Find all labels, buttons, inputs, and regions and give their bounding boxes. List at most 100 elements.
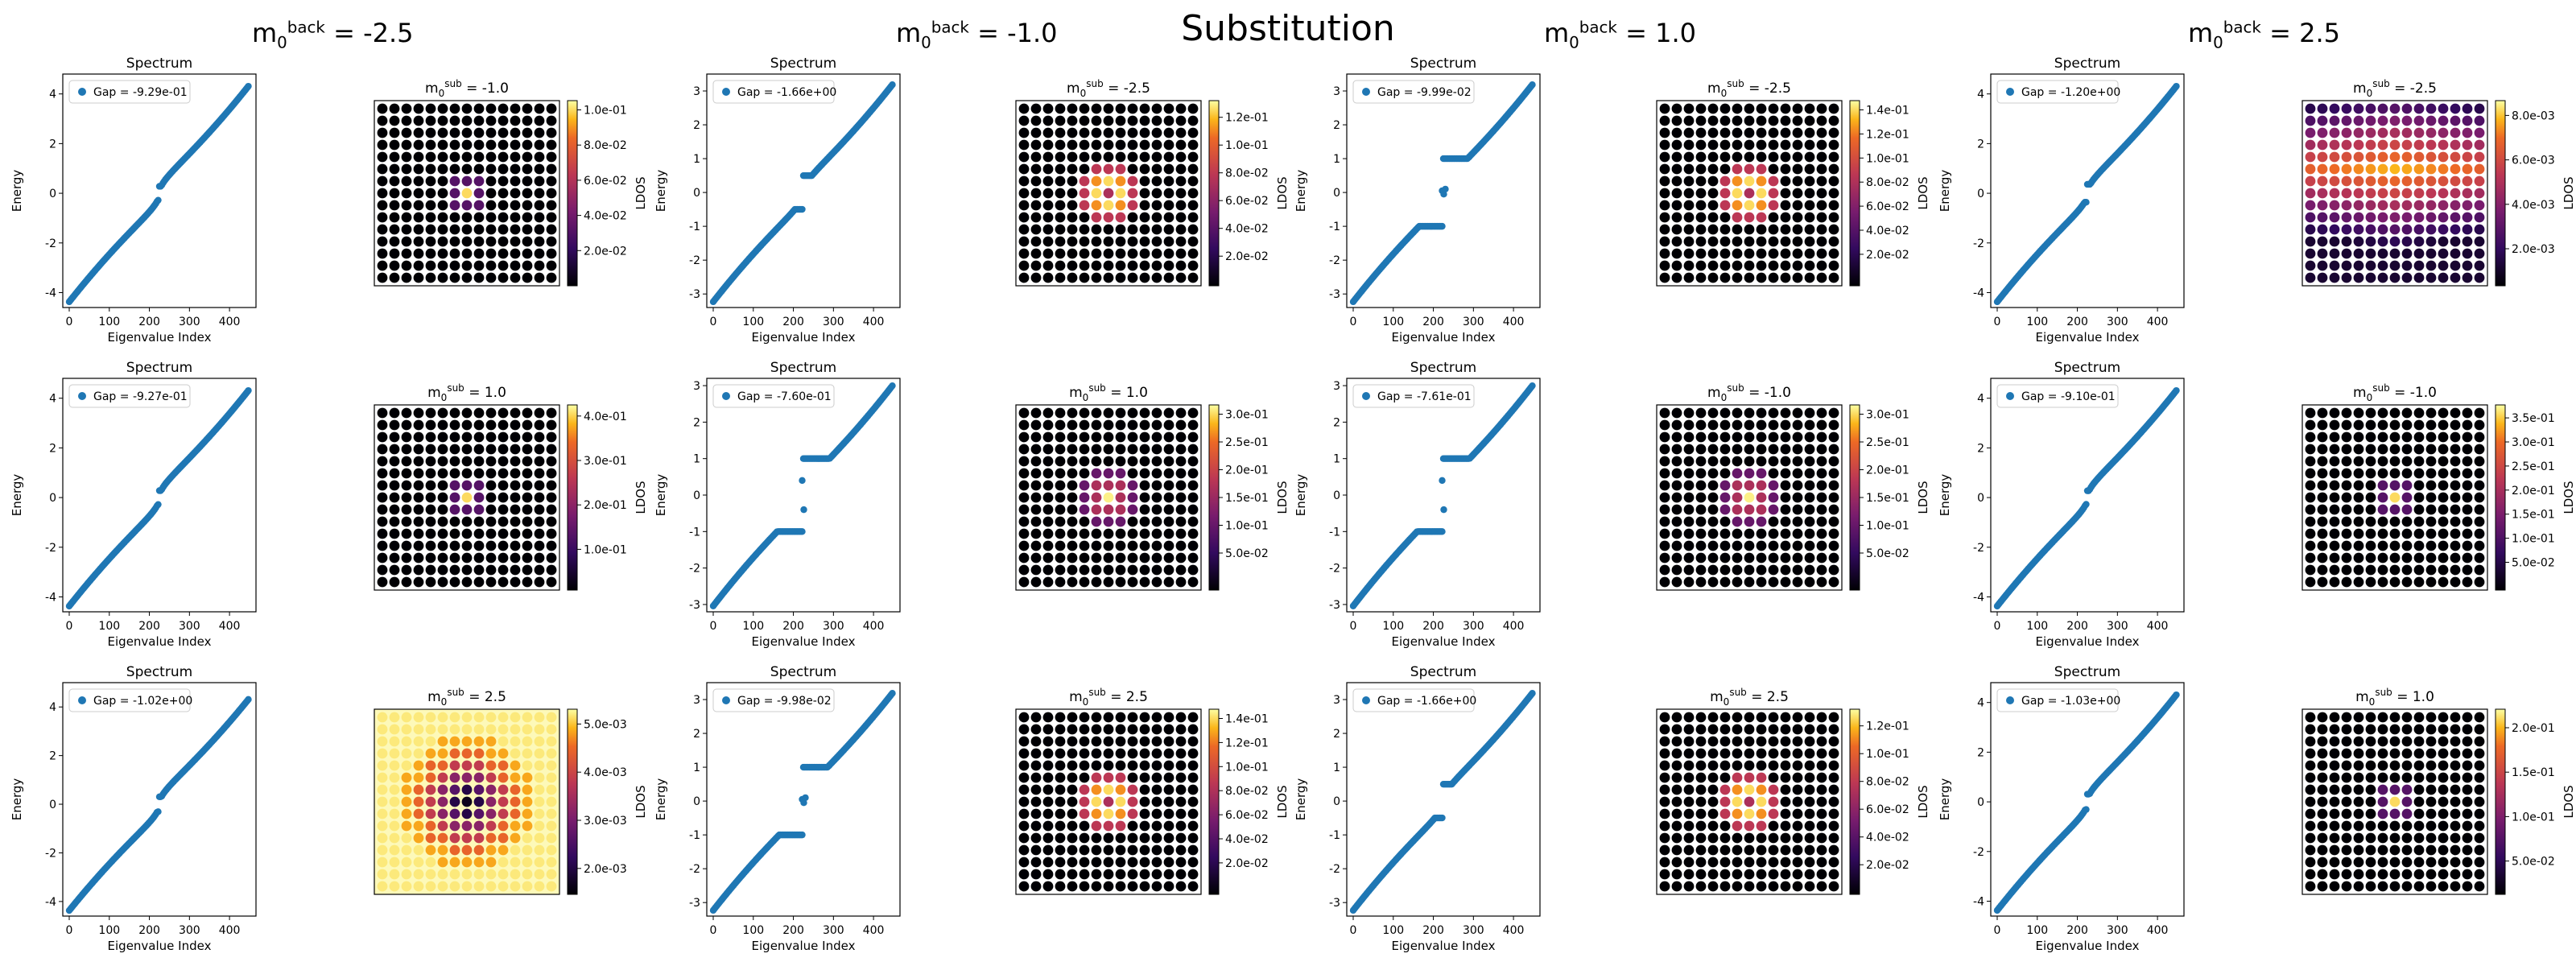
- lattice-site: [497, 736, 509, 747]
- lattice-site: [461, 480, 473, 491]
- lattice-site: [485, 103, 497, 114]
- lattice-site: [1756, 808, 1767, 819]
- lattice-site: [2425, 540, 2437, 551]
- lattice-site: [1127, 857, 1138, 868]
- lattice-site: [534, 407, 545, 419]
- colorbar-tick-label: 1.0e-01: [2512, 533, 2555, 546]
- lattice-site: [1115, 772, 1126, 783]
- lattice-site: [1079, 564, 1090, 576]
- lattice-site: [1115, 151, 1126, 163]
- x-tick-label: 400: [2147, 620, 2169, 633]
- lattice-site: [522, 188, 533, 199]
- lattice-site: [485, 748, 497, 759]
- lattice-site: [377, 200, 388, 211]
- lattice-site: [1780, 712, 1791, 723]
- lattice-site: [1055, 808, 1066, 819]
- spectrum-title: Spectrum: [1410, 664, 1476, 680]
- lattice-site: [1768, 224, 1779, 235]
- ldos-title-sub: 0: [1721, 392, 1728, 403]
- lattice-site: [2438, 248, 2449, 259]
- lattice-site: [1792, 127, 1803, 138]
- lattice-site: [1816, 103, 1827, 114]
- lattice-site: [1816, 175, 1827, 187]
- colorbar-tick-label: 2.0e-03: [2512, 243, 2555, 256]
- lattice-site: [1018, 431, 1030, 443]
- lattice-site: [1744, 869, 1755, 880]
- lattice-site: [1067, 808, 1078, 819]
- lattice-site: [389, 552, 400, 564]
- lattice-site: [1719, 796, 1731, 807]
- lattice-site: [510, 808, 521, 819]
- lattice-site: [2462, 576, 2473, 588]
- lattice-site: [2438, 115, 2449, 126]
- lattice-site: [2474, 431, 2485, 443]
- lattice-site: [546, 224, 557, 235]
- lattice-site: [2365, 772, 2376, 783]
- lattice-site: [1115, 236, 1126, 247]
- legend-box: [68, 384, 191, 408]
- lattice-site: [1744, 820, 1755, 832]
- x-tick-label: 100: [2026, 620, 2048, 633]
- lattice-site: [2462, 772, 2473, 783]
- lattice-site: [2353, 236, 2364, 247]
- lattice-site: [437, 224, 448, 235]
- lattice-site: [485, 492, 497, 503]
- lattice-site: [1828, 772, 1839, 783]
- lattice-site: [1719, 844, 1731, 856]
- lattice-site: [1042, 528, 1054, 539]
- lattice-site: [401, 748, 412, 759]
- lattice-site: [1139, 127, 1150, 138]
- lattice-site: [1707, 552, 1719, 564]
- lattice-site: [2389, 724, 2401, 735]
- lattice-site: [1695, 844, 1707, 856]
- lattice-site: [2413, 456, 2425, 467]
- colorbar-tick-label: 4.0e-02: [1866, 225, 1909, 237]
- lattice-site: [461, 139, 473, 151]
- y-axis-label: Energy: [1938, 170, 1952, 213]
- lattice-site: [522, 844, 533, 856]
- lattice-site: [2474, 576, 2485, 588]
- lattice-site: [2353, 444, 2364, 455]
- lattice-site: [1804, 272, 1815, 283]
- lattice-site: [377, 139, 388, 151]
- lattice-site: [1103, 175, 1114, 187]
- lattice-site: [2353, 552, 2364, 564]
- lattice-site: [1659, 540, 1670, 551]
- lattice-site: [413, 151, 424, 163]
- lattice-site: [1103, 127, 1114, 138]
- lattice-site: [2462, 456, 2473, 467]
- lattice-site: [1018, 784, 1030, 795]
- lattice-site: [425, 212, 436, 223]
- lattice-site: [1151, 456, 1162, 467]
- lattice-site: [2353, 796, 2364, 807]
- lattice-site: [1732, 480, 1743, 491]
- colorbar: [567, 708, 578, 895]
- lattice-site: [1067, 869, 1078, 880]
- colorbar-tick-label: 6.0e-02: [1225, 195, 1269, 208]
- lattice-site: [1804, 820, 1815, 832]
- y-tick-label: -3: [1329, 897, 1340, 910]
- lattice-site: [437, 175, 448, 187]
- lattice-site: [1744, 188, 1755, 199]
- lattice-site: [2413, 212, 2425, 223]
- lattice-site: [1828, 516, 1839, 527]
- lattice-site: [1683, 115, 1695, 126]
- lattice-site: [1792, 784, 1803, 795]
- lattice-site: [389, 468, 400, 479]
- lattice-site: [1115, 869, 1126, 880]
- lattice-site: [377, 724, 388, 735]
- lattice-site: [1792, 796, 1803, 807]
- lattice-site: [473, 736, 485, 747]
- lattice-site: [437, 163, 448, 175]
- lattice-site: [1139, 151, 1150, 163]
- lattice-site: [2438, 272, 2449, 283]
- lattice-site: [2377, 456, 2388, 467]
- lattice-site: [1115, 224, 1126, 235]
- lattice-site: [449, 103, 460, 114]
- lattice-site: [1792, 272, 1803, 283]
- y-tick-label: -2: [45, 847, 56, 860]
- lattice-site: [473, 712, 485, 723]
